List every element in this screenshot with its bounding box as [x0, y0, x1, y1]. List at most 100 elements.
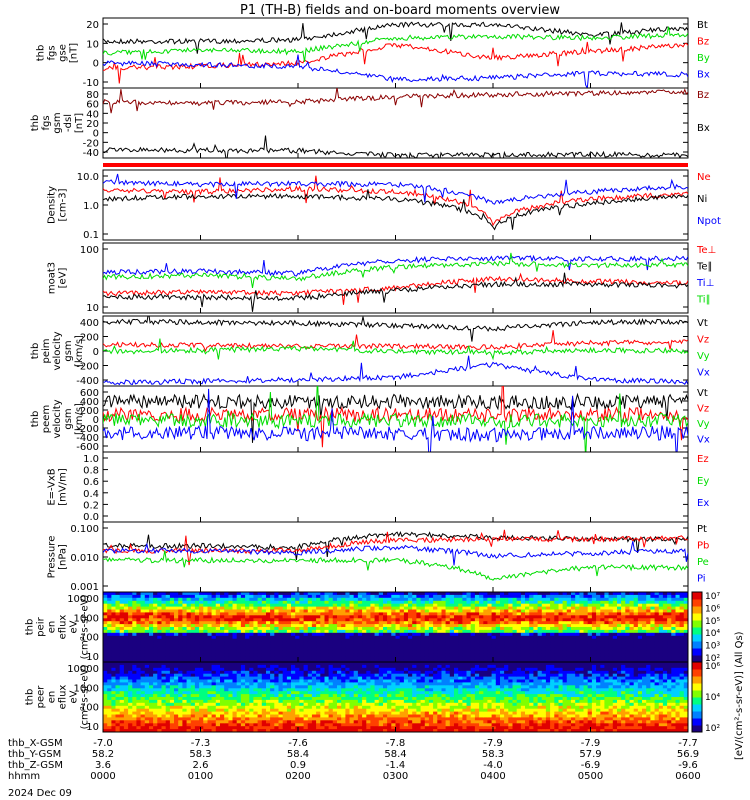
heatmap-cell: [261, 635, 267, 640]
heatmap-cell: [178, 627, 183, 631]
heatmap-cell: [311, 615, 317, 619]
heatmap-cell: [479, 632, 484, 637]
heatmap-cell: [399, 615, 405, 619]
ytick-label: 400: [80, 318, 99, 329]
heatmap-cell: [132, 629, 137, 634]
heatmap-cell: [199, 597, 204, 602]
heatmap-cell: [424, 618, 430, 622]
heatmap-cell: [529, 641, 534, 645]
heatmap-cell: [303, 618, 309, 622]
heatmap-cell: [349, 635, 355, 640]
heatmap-cell: [378, 609, 384, 613]
heatmap-cell: [550, 597, 555, 602]
heatmap-cell: [220, 726, 225, 730]
heatmap-cell: [261, 685, 267, 689]
legend-label: Te∥: [696, 262, 713, 273]
heatmap-cell: [253, 592, 259, 596]
heatmap-cell: [115, 594, 121, 599]
heatmap-cell: [617, 606, 622, 610]
legend-label: Vt: [697, 318, 708, 329]
heatmap-cell: [658, 612, 664, 616]
heatmap-cell: [516, 621, 522, 625]
heatmap-cell: [654, 609, 660, 613]
heatmap-cell: [587, 653, 593, 657]
heatmap-cell: [395, 612, 401, 616]
heatmap-cell: [533, 638, 539, 643]
heatmap-cell: [174, 609, 179, 613]
heatmap-cell: [525, 600, 530, 605]
ylabel-line: [km/s]: [74, 403, 85, 435]
heatmap-cell: [566, 615, 572, 619]
heatmap-cell: [236, 694, 242, 698]
heatmap-cell: [232, 632, 238, 637]
heatmap-cell: [140, 615, 146, 619]
heatmap-cell: [140, 609, 146, 613]
heatmap-cell: [115, 641, 121, 645]
heatmap-cell: [487, 606, 493, 610]
heatmap-cell: [240, 708, 246, 713]
heatmap-cell: [299, 679, 305, 683]
heatmap-cell: [274, 694, 279, 698]
heatmap-cell: [224, 664, 229, 669]
heatmap-cell: [186, 644, 192, 648]
heatmap-cell: [215, 664, 221, 669]
heatmap-cell: [144, 705, 150, 710]
heatmap-cell: [182, 720, 188, 724]
heatmap-cell: [679, 603, 685, 608]
heatmap-cell: [165, 632, 171, 637]
heatmap-cell: [115, 691, 121, 695]
ytick-label: 60: [86, 100, 99, 111]
heatmap-cell: [537, 615, 543, 619]
heatmap-cell: [186, 629, 192, 634]
heatmap-cell: [529, 621, 534, 625]
heatmap-cell: [454, 629, 459, 634]
heatmap-cell: [449, 603, 455, 608]
heatmap-cell: [286, 717, 292, 721]
heatmap-cell: [324, 662, 330, 666]
heatmap-cell: [299, 664, 305, 669]
heatmap-cell: [253, 667, 259, 672]
heatmap-cell: [487, 597, 493, 602]
heatmap-cell: [512, 606, 518, 610]
heatmap-cell: [617, 644, 622, 648]
heatmap-cell: [228, 717, 234, 721]
heatmap-cell: [337, 635, 342, 640]
heatmap-cell: [416, 659, 422, 663]
heatmap-cell: [295, 705, 300, 710]
heatmap-cell: [249, 632, 254, 637]
heatmap-cell: [261, 638, 267, 643]
heatmap-cell: [445, 621, 451, 625]
heatmap-cell: [291, 609, 296, 613]
heatmap-cell: [479, 650, 484, 654]
heatmap-cell: [316, 685, 321, 689]
heatmap-cell: [474, 612, 480, 616]
heatmap-cell: [299, 694, 305, 698]
heatmap-cell: [291, 664, 296, 669]
heatmap-cell: [483, 647, 488, 651]
heatmap-cell: [228, 627, 234, 631]
heatmap-cell: [140, 694, 146, 698]
heatmap-cell: [211, 650, 217, 654]
heatmap-cell: [303, 600, 309, 605]
heatmap-cell: [483, 606, 488, 610]
heatmap-cell: [236, 603, 242, 608]
heatmap-cell: [103, 638, 108, 643]
heatmap-cell: [671, 609, 676, 613]
heatmap-cell: [587, 624, 593, 628]
heatmap-cell: [178, 647, 183, 651]
heatmap-cell: [211, 606, 217, 610]
heatmap-cell: [103, 685, 108, 689]
heatmap-cell: [174, 699, 179, 704]
heatmap-cell: [637, 609, 643, 613]
heatmap-cell: [320, 723, 325, 727]
heatmap-cell: [353, 656, 359, 660]
heatmap-cell: [587, 606, 593, 610]
heatmap-cell: [525, 627, 530, 631]
heatmap-cell: [203, 659, 208, 663]
heatmap-cell: [144, 592, 150, 596]
heatmap-cell: [199, 694, 204, 698]
heatmap-cell: [512, 647, 518, 651]
heatmap-cell: [633, 603, 639, 608]
heatmap-cell: [345, 621, 351, 625]
heatmap-cell: [165, 592, 171, 596]
